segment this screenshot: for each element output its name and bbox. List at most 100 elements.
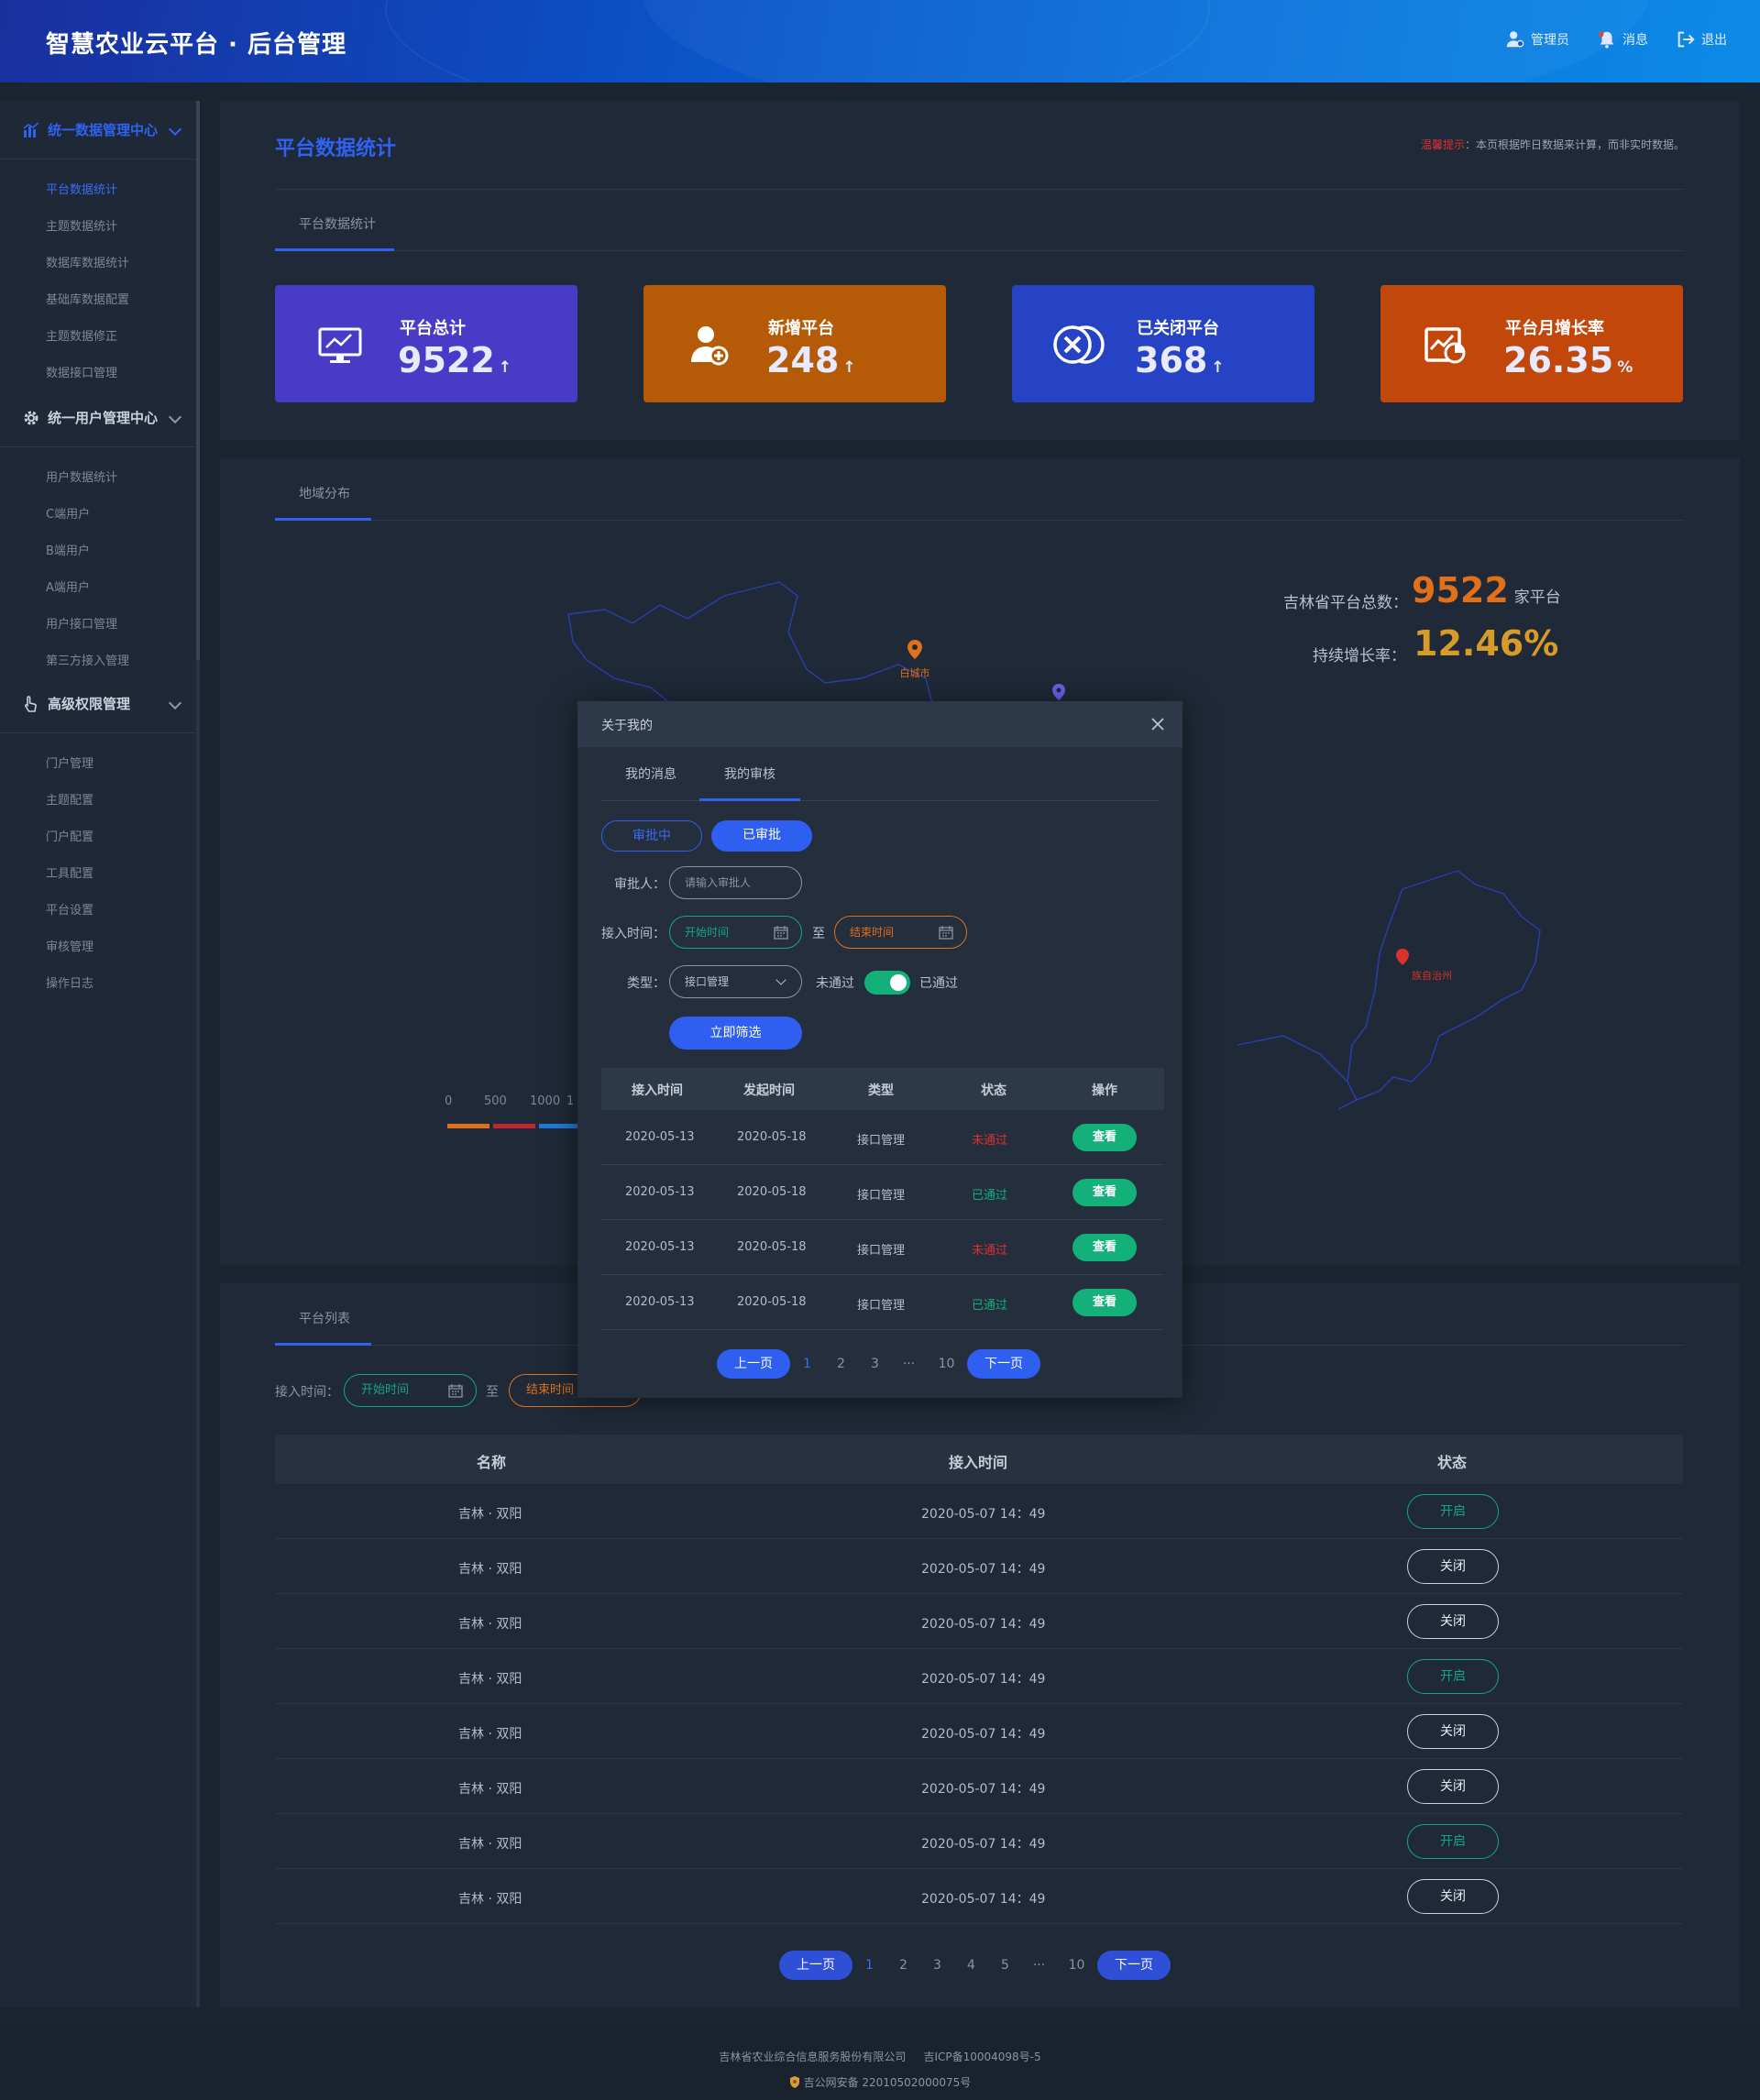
cell-status: 已通过 <box>972 1185 1007 1203</box>
sidebar-group-user-center[interactable]: 统一用户管理中心 <box>0 389 196 447</box>
page-1[interactable]: 1 <box>790 1357 824 1371</box>
next-page-button[interactable]: 下一页 <box>1097 1951 1171 1980</box>
footer-icp[interactable]: 吉ICP备10004098号-5 <box>923 2051 1040 2063</box>
sidebar-item-api-manage[interactable]: 数据接口管理 <box>46 363 117 380</box>
page-3[interactable]: 3 <box>858 1357 892 1371</box>
sidebar-item-platform-settings[interactable]: 平台设置 <box>46 900 94 918</box>
top-header: 智慧农业云平台 · 后台管理 管理员 消息 退出 <box>0 0 1760 82</box>
next-page-button[interactable]: 下一页 <box>967 1349 1040 1379</box>
approval-switch[interactable] <box>864 971 910 995</box>
logout-link[interactable]: 退出 <box>1676 29 1727 49</box>
sidebar-scrollbar[interactable] <box>196 101 200 660</box>
table-row: 吉林 · 双阳 2020-05-07 14：49 关闭 <box>275 1594 1683 1649</box>
sidebar-item-theme-stats[interactable]: 主题数据统计 <box>46 216 117 234</box>
type-select[interactable]: 接口管理 <box>669 965 802 998</box>
sidebar-item-a-users[interactable]: A端用户 <box>46 577 90 595</box>
stat-value: 368 ↑ <box>1135 340 1225 380</box>
sidebar-item-b-users[interactable]: B端用户 <box>46 541 90 558</box>
page-3[interactable]: 3 <box>920 1958 954 1973</box>
tab-platform-list[interactable]: 平台列表 <box>275 1309 374 1327</box>
column-header-name: 名称 <box>477 1450 506 1472</box>
page-4[interactable]: 4 <box>954 1958 988 1973</box>
status-toggle-button[interactable]: 关闭 <box>1407 1604 1499 1639</box>
footer-police-line: 吉公网安备 22010502000075号 <box>0 2074 1760 2090</box>
sidebar-item-third-party[interactable]: 第三方接入管理 <box>46 651 129 668</box>
admin-link[interactable]: 管理员 <box>1505 29 1569 49</box>
footer: 吉林省农业综合信息服务股份有限公司 吉ICP备10004098号-5 吉公网安备… <box>0 2023 1760 2100</box>
modal-time-label: 接入时间： <box>601 924 666 942</box>
sidebar-item-portal-manage[interactable]: 门户管理 <box>46 753 94 771</box>
view-button[interactable]: 查看 <box>1072 1289 1137 1316</box>
type-select-value: 接口管理 <box>685 975 729 988</box>
legend-tick: 1 <box>566 1094 574 1108</box>
status-toggle-button[interactable]: 关闭 <box>1407 1714 1499 1749</box>
prev-page-button[interactable]: 上一页 <box>779 1951 852 1980</box>
view-button[interactable]: 查看 <box>1072 1179 1137 1206</box>
sidebar-item-c-users[interactable]: C端用户 <box>46 504 90 522</box>
toggle-approved[interactable]: 已审批 <box>711 820 812 852</box>
sidebar-item-theme-config[interactable]: 主题配置 <box>46 790 94 808</box>
status-toggle-button[interactable]: 开启 <box>1407 1659 1499 1694</box>
sidebar-item-audit-manage[interactable]: 审核管理 <box>46 937 94 954</box>
tab-my-messages[interactable]: 我的消息 <box>625 764 676 783</box>
modal-start-time-input[interactable]: 开始时间 <box>669 916 802 949</box>
sidebar-item-theme-fix[interactable]: 主题数据修正 <box>46 326 117 344</box>
cell-name: 吉林 · 双阳 <box>458 1614 522 1633</box>
tab-my-audits[interactable]: 我的审核 <box>724 764 776 783</box>
status-toggle-button[interactable]: 关闭 <box>1407 1769 1499 1804</box>
prev-page-button[interactable]: 上一页 <box>717 1349 790 1379</box>
cell-time: 2020-05-07 14：49 <box>921 1504 1045 1523</box>
list-pagination: 上一页 1 2 3 4 5 ··· 10 下一页 <box>779 1951 1171 1980</box>
arrow-up-icon: ↑ <box>499 358 512 377</box>
status-toggle-button[interactable]: 开启 <box>1407 1494 1499 1529</box>
status-toggle-button[interactable]: 关闭 <box>1407 1549 1499 1584</box>
start-time-input[interactable]: 开始时间 <box>344 1374 477 1407</box>
status-toggle-button[interactable]: 开启 <box>1407 1824 1499 1859</box>
toggle-pending[interactable]: 审批中 <box>601 820 702 852</box>
app-title: 智慧农业云平台 · 后台管理 <box>46 26 346 60</box>
close-icon[interactable] <box>1150 716 1166 732</box>
stat-card-total: 平台总计 9522 ↑ <box>275 285 578 402</box>
stat-label: 已关闭平台 <box>1137 315 1219 339</box>
page-2[interactable]: 2 <box>886 1958 920 1973</box>
sidebar-item-db-stats[interactable]: 数据库数据统计 <box>46 253 129 270</box>
page-10[interactable]: 10 <box>926 1357 967 1371</box>
legend-tick: 0 <box>445 1094 484 1108</box>
approver-input[interactable]: 请输入审批人 <box>669 866 802 899</box>
sidebar-group-permissions[interactable]: 高级权限管理 <box>0 675 196 733</box>
cell-status: 未通过 <box>972 1240 1007 1258</box>
sidebar-group-label: 高级权限管理 <box>48 694 130 713</box>
sidebar-item-base-config[interactable]: 基础库数据配置 <box>46 290 129 307</box>
stat-number: 26.35 <box>1503 340 1613 380</box>
page-10[interactable]: 10 <box>1056 1958 1097 1973</box>
divider <box>601 800 1159 801</box>
tab-region[interactable]: 地域分布 <box>275 484 374 502</box>
table-row: 吉林 · 双阳 2020-05-07 14：49 开启 <box>275 1484 1683 1539</box>
page-2[interactable]: 2 <box>824 1357 858 1371</box>
sidebar-group-data-center[interactable]: 统一数据管理中心 <box>0 101 196 159</box>
sidebar-item-user-stats[interactable]: 用户数据统计 <box>46 467 117 485</box>
page-1[interactable]: 1 <box>852 1958 886 1973</box>
modal-end-time-input[interactable]: 结束时间 <box>834 916 967 949</box>
sidebar-item-op-log[interactable]: 操作日志 <box>46 973 94 991</box>
view-button[interactable]: 查看 <box>1072 1234 1137 1261</box>
view-button[interactable]: 查看 <box>1072 1124 1137 1151</box>
page-5[interactable]: 5 <box>988 1958 1022 1973</box>
cell-access-time: 2020-05-13 <box>625 1185 695 1199</box>
message-link[interactable]: 消息 <box>1597 29 1648 49</box>
sidebar-item-tool-config[interactable]: 工具配置 <box>46 863 94 881</box>
modal-end-placeholder: 结束时间 <box>850 926 894 939</box>
filter-now-button[interactable]: 立即筛选 <box>669 1017 802 1050</box>
sidebar-item-portal-config[interactable]: 门户配置 <box>46 827 94 844</box>
status-toggle-button[interactable]: 关闭 <box>1407 1879 1499 1914</box>
tab-platform-stats[interactable]: 平台数据统计 <box>275 214 400 233</box>
footer-police[interactable]: 吉公网安备 22010502000075号 <box>804 2076 972 2089</box>
sidebar-item-platform-stats[interactable]: 平台数据统计 <box>46 180 117 197</box>
calendar-icon <box>939 926 953 940</box>
cell-time: 2020-05-07 14：49 <box>921 1614 1045 1633</box>
cell-name: 吉林 · 双阳 <box>458 1724 522 1743</box>
gear-icon <box>22 409 40 427</box>
notice-label: 温馨提示 <box>1421 138 1465 151</box>
stat-value: 9522 ↑ <box>398 340 512 380</box>
sidebar-item-user-api[interactable]: 用户接口管理 <box>46 614 117 632</box>
